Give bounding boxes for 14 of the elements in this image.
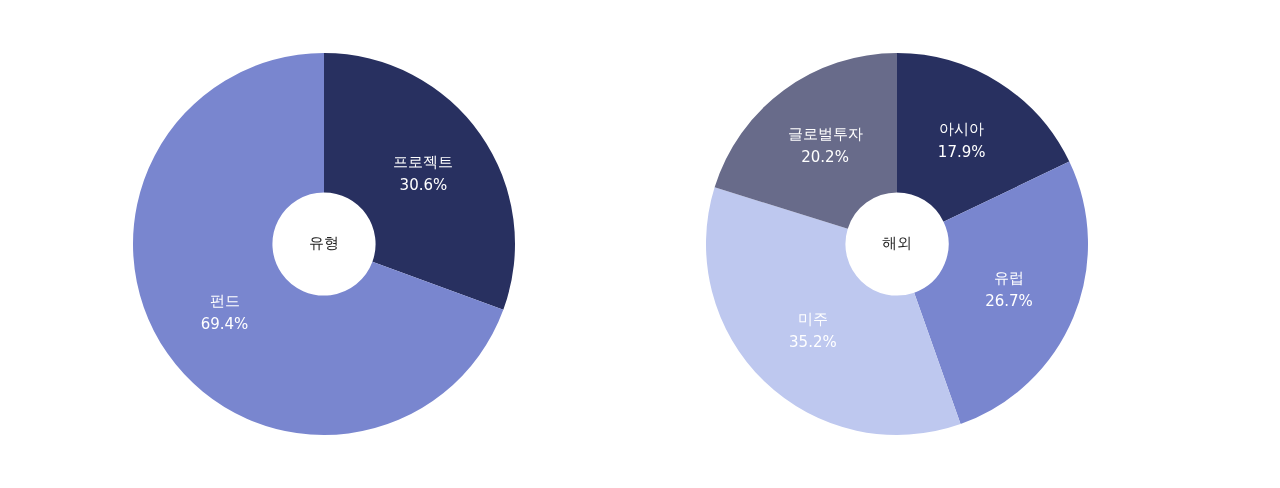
data-label: 17.9% <box>937 143 986 162</box>
slice-label: 프로젝트 <box>393 153 454 172</box>
slice-label: 펀드 <box>209 292 240 311</box>
data-label: 69.4% <box>200 315 249 334</box>
text: 유형 <box>309 233 339 252</box>
slice-label: 글로벌투자 <box>787 125 863 144</box>
data-label: 35.2% <box>789 333 837 352</box>
slice-label: 아시아 <box>939 120 985 139</box>
data-label: 30.6% <box>399 176 448 195</box>
text: 해외 <box>882 233 912 252</box>
data-label: 20.2% <box>801 148 849 167</box>
slice-label: 미주 <box>797 310 828 329</box>
data-label: 26.7% <box>985 292 1033 311</box>
slice-label: 유럽 <box>994 269 1025 288</box>
